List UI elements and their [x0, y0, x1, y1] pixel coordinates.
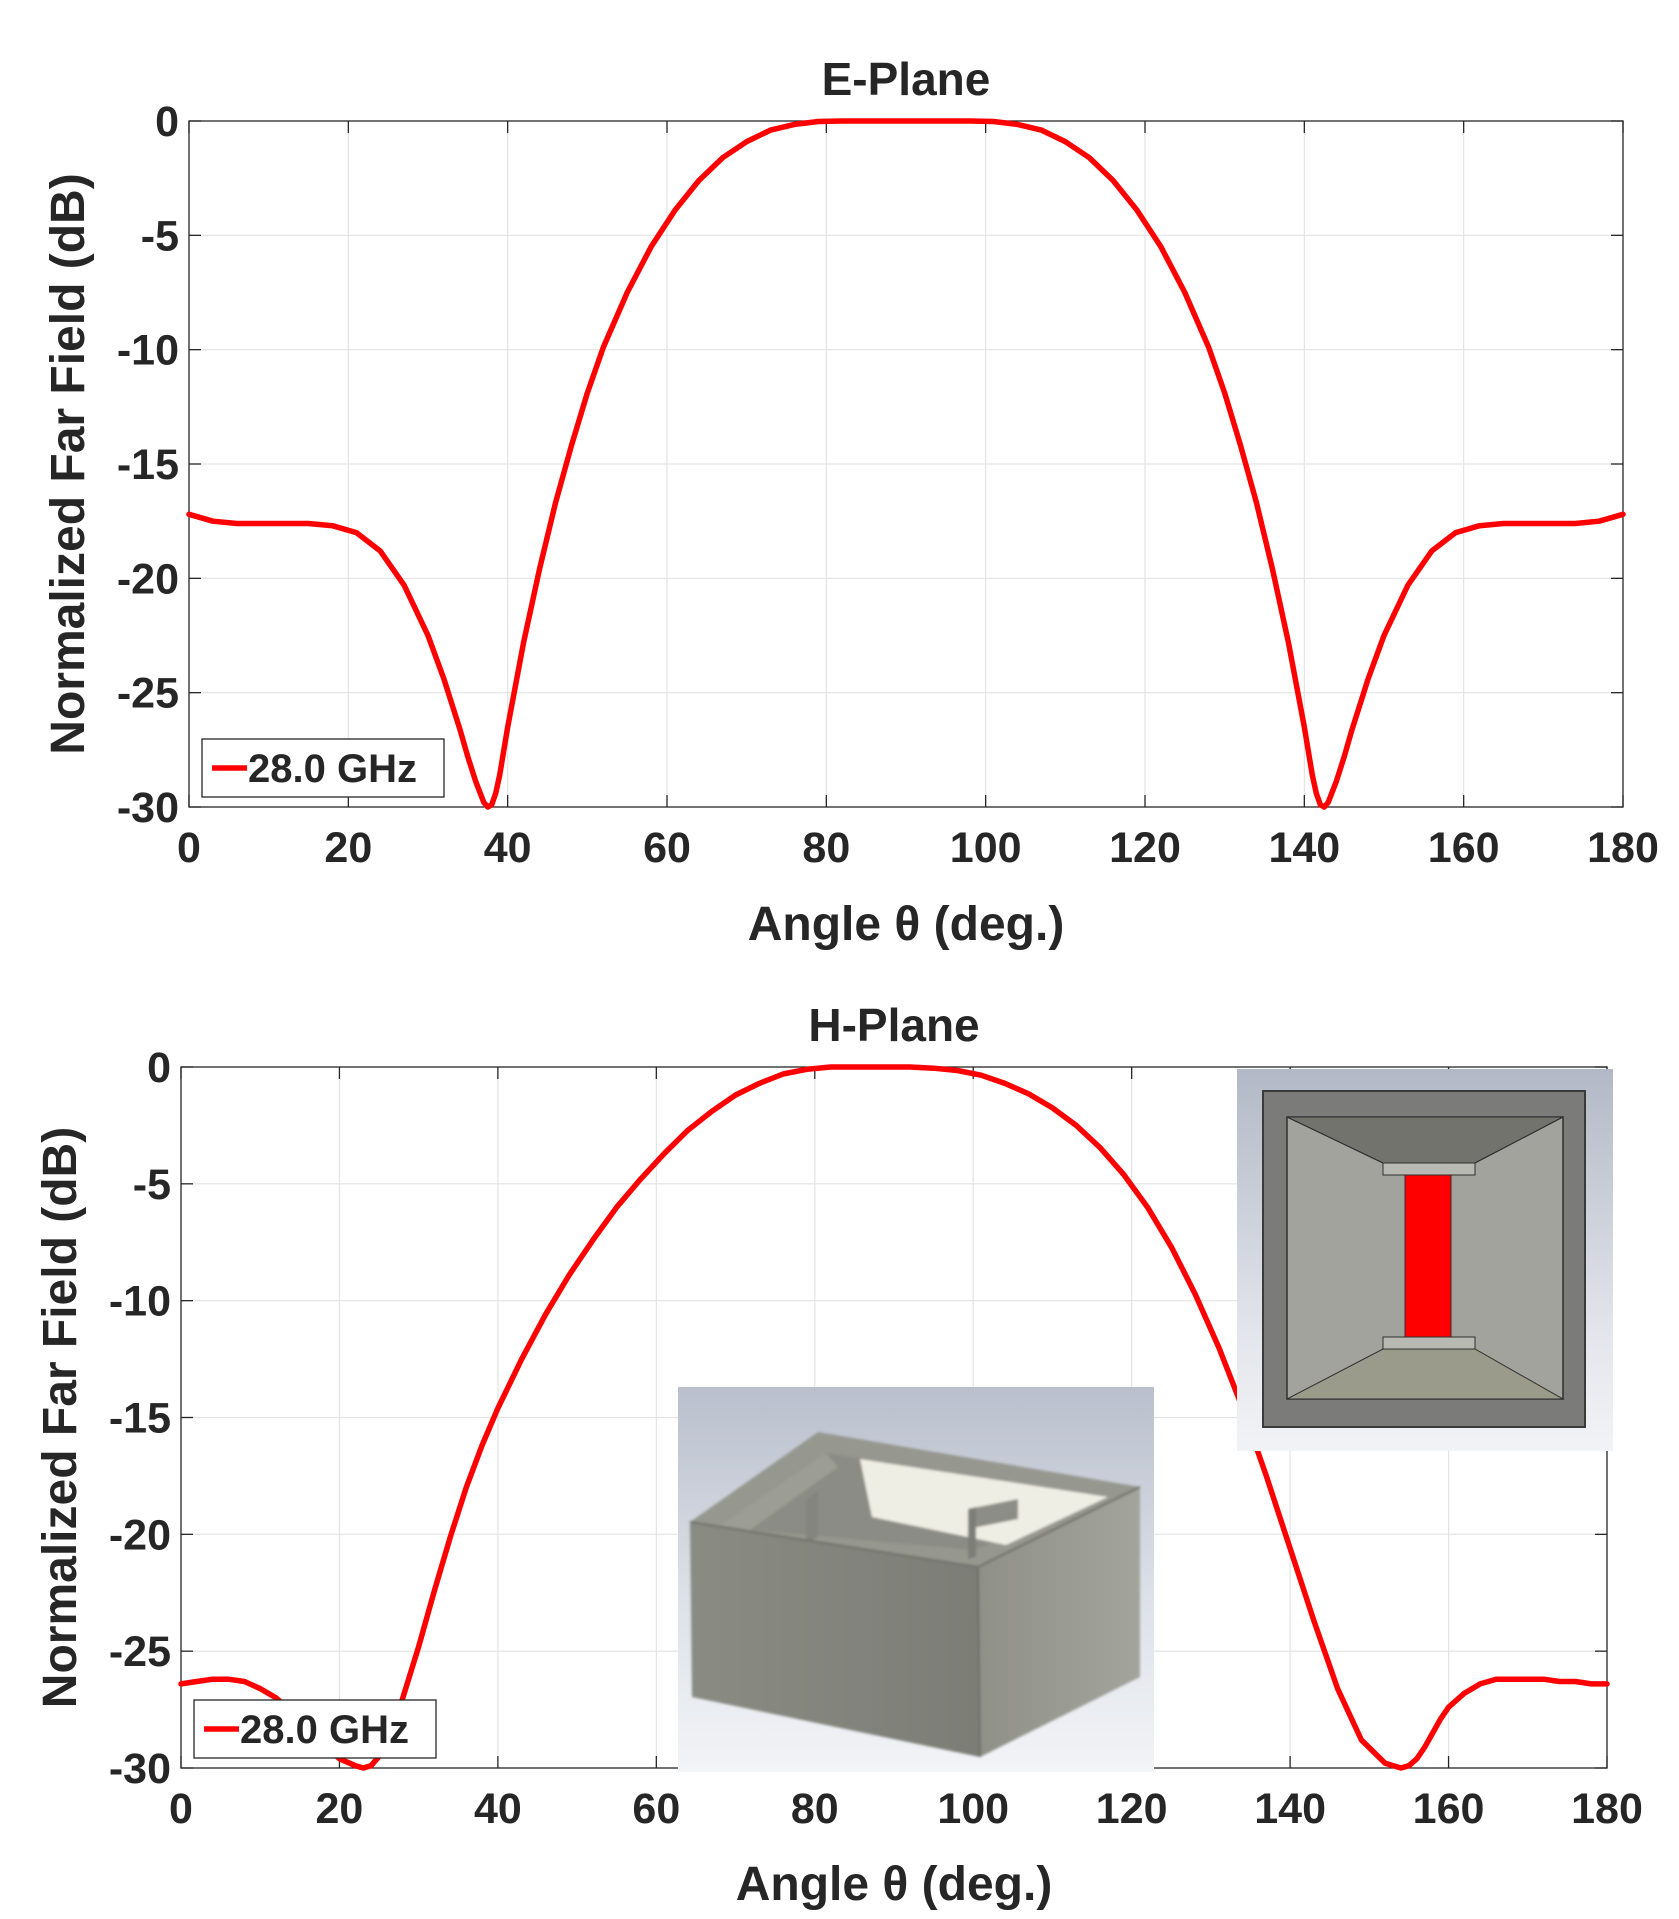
y-tick-label: 0 — [155, 98, 179, 146]
x-tick-label: 40 — [484, 824, 532, 872]
y-tick-label: -25 — [117, 670, 179, 718]
x-tick-label: 20 — [316, 1785, 364, 1833]
x-tick-label: 100 — [937, 1785, 1009, 1833]
legend-label: 28.0 GHz — [240, 1708, 409, 1752]
y-tick-label: -15 — [117, 441, 179, 489]
antenna-3d-model-inset — [678, 1387, 1154, 1772]
y-tick-label: -10 — [117, 327, 179, 375]
x-tick-label: 180 — [1587, 824, 1659, 872]
x-tick-label: 120 — [1096, 1785, 1168, 1833]
x-tick-label: 60 — [632, 1785, 680, 1833]
y-tick-label: -15 — [109, 1395, 171, 1443]
x-tick-label: 80 — [791, 1785, 839, 1833]
x-tick-label: 0 — [177, 824, 201, 872]
series-line-0 — [186, 118, 1626, 810]
chart-title: E-Plane — [822, 53, 991, 105]
y-tick-label: -20 — [109, 1511, 171, 1559]
legend: 28.0 GHz — [201, 738, 445, 798]
y-tick-label: -20 — [117, 555, 179, 603]
x-tick-label: 140 — [1268, 824, 1340, 872]
y-tick-label: -10 — [109, 1278, 171, 1326]
y-tick-label: 0 — [147, 1044, 171, 1092]
antenna-top-view-inset — [1237, 1069, 1613, 1451]
x-tick-label: 100 — [950, 824, 1022, 872]
x-tick-label: 0 — [169, 1785, 193, 1833]
y-tick-label: -5 — [141, 212, 179, 260]
legend: 28.0 GHz — [193, 1699, 437, 1759]
y-tick-label: -5 — [133, 1161, 171, 1209]
x-axis-label: Angle θ (deg.) — [748, 898, 1065, 951]
x-tick-label: 160 — [1428, 824, 1500, 872]
y-tick-label: -25 — [109, 1628, 171, 1676]
x-tick-label: 40 — [474, 1785, 522, 1833]
x-tick-label: 80 — [802, 824, 850, 872]
x-tick-label: 160 — [1413, 1785, 1485, 1833]
x-tick-label: 140 — [1254, 1785, 1326, 1833]
legend-label: 28.0 GHz — [248, 747, 417, 791]
x-tick-label: 120 — [1109, 824, 1181, 872]
chart-title: H-Plane — [808, 999, 979, 1051]
y-tick-label: -30 — [109, 1745, 171, 1793]
x-tick-label: 180 — [1571, 1785, 1643, 1833]
x-tick-label: 20 — [324, 824, 372, 872]
y-axis-label: Normalized Far Field (dB) — [34, 1127, 87, 1708]
x-tick-label: 60 — [643, 824, 691, 872]
e-plane-chart: 0 20 40 60 80 100 120 140 160 180 0 -5 -10 -15 -20 -25 -… — [42, 53, 1659, 951]
series-line-0 — [178, 1064, 1610, 1771]
y-tick-label: -30 — [117, 784, 179, 832]
x-axis-label: Angle θ (deg.) — [736, 1858, 1053, 1911]
y-axis-label: Normalized Far Field (dB) — [42, 173, 95, 754]
